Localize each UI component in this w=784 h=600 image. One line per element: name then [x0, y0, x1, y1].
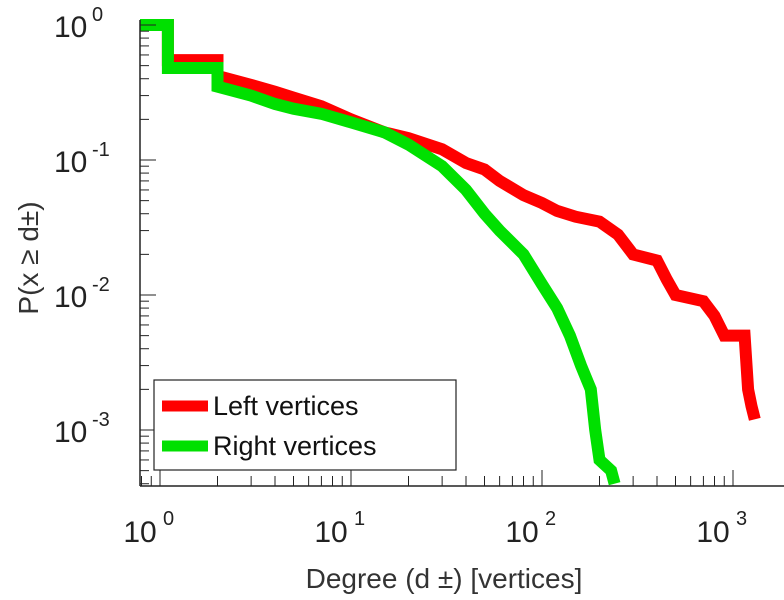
y-tick-label-base: 10 [54, 11, 87, 44]
y-tick-label-base: 10 [54, 146, 87, 179]
tick-label-layer: 10 010 -110 -210 -310 0 10 1 10 2 10 3 [54, 4, 747, 549]
x-tick-label: 10 0 [123, 508, 174, 549]
series-line-left-vertices [140, 19, 761, 421]
y-tick-label-exponent: -3 [92, 409, 110, 431]
x-tick-label: 10 2 [505, 508, 556, 549]
x-tick-label-exponent: 0 [163, 508, 174, 530]
y-tick-label: 10 -3 [54, 409, 110, 449]
series-layer [140, 19, 761, 486]
x-axis-title: Degree (d ±) [vertices] [306, 563, 583, 594]
x-tick-label-base: 10 [314, 516, 347, 549]
series-line-right-vertices [140, 19, 621, 486]
plot-frame [139, 20, 784, 487]
y-tick-label-base: 10 [54, 416, 87, 449]
y-tick-label-exponent: 0 [92, 4, 103, 26]
x-tick-label-exponent: 3 [736, 508, 747, 530]
legend: Left vertices Right vertices [153, 379, 457, 471]
x-tick-label: 10 1 [314, 508, 365, 549]
tick-layer [140, 24, 734, 486]
legend-label-right-vertices: Right vertices [213, 431, 377, 461]
x-tick-label-exponent: 2 [545, 508, 556, 530]
x-tick-label-exponent: 1 [354, 508, 365, 530]
legend-box [153, 379, 457, 471]
y-tick-label-exponent: -2 [92, 274, 110, 296]
y-tick-label-base: 10 [54, 281, 87, 314]
y-tick-label: 10 -1 [54, 139, 110, 179]
y-tick-label-exponent: -1 [92, 139, 110, 161]
x-tick-label-base: 10 [696, 516, 729, 549]
y-tick-label: 10 -2 [54, 274, 110, 314]
y-tick-label: 10 0 [54, 4, 103, 44]
y-axis-title: P(x ≥ d±) [13, 201, 44, 314]
x-tick-label-base: 10 [123, 516, 156, 549]
legend-label-left-vertices: Left vertices [213, 391, 359, 421]
x-tick-label: 10 3 [696, 508, 747, 549]
x-tick-label-base: 10 [505, 516, 538, 549]
